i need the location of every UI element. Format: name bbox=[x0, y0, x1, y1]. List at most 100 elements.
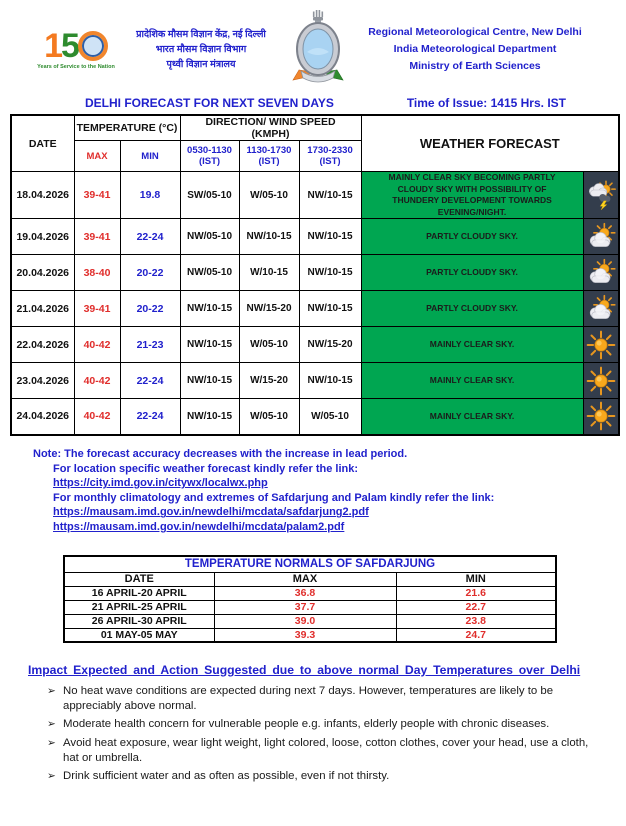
wind-cell: NW/15-20 bbox=[238, 290, 300, 327]
slot3-range: 1730-2330 bbox=[307, 145, 353, 156]
weather-icon-cell bbox=[582, 218, 620, 255]
slot1-range: 0530-1130 bbox=[187, 145, 232, 156]
note-section: Note: The forecast accuracy decreases wi… bbox=[33, 447, 593, 535]
forecast-text-cell: MAINLY CLEAR SKY. bbox=[360, 398, 584, 435]
forecast-row: 21.04.2026 39-41 20-22 NW/10-15 NW/15-20… bbox=[10, 290, 620, 327]
col-header-min: MIN bbox=[119, 140, 181, 172]
weather-icon-cell bbox=[582, 326, 620, 363]
max-temp-cell: 39-41 bbox=[73, 171, 121, 219]
normals-table-title: TEMPERATURE NORMALS OF SAFDARJUNG bbox=[63, 555, 557, 573]
impact-bullet-text: Moderate health concern for vulnerable p… bbox=[63, 718, 550, 731]
weather-icon-cell bbox=[582, 398, 620, 435]
forecast-row: 22.04.2026 40-42 21-23 NW/10-15 W/05-10 … bbox=[10, 326, 620, 363]
date-cell: 23.04.2026 bbox=[10, 362, 75, 399]
link-safdarjung-pdf[interactable]: https://mausam.imd.gov.in/newdelhi/mcdat… bbox=[53, 506, 369, 519]
forecast-text-cell: MAINLY CLEAR SKY. bbox=[360, 362, 584, 399]
page-title: DELHI FORECAST FOR NEXT SEVEN DAYS bbox=[85, 96, 334, 110]
max-temp-cell: 39-41 bbox=[73, 290, 121, 327]
arrow-bullet-icon: ➢ bbox=[47, 718, 56, 731]
col-header-date: DATE bbox=[10, 114, 75, 172]
link-citywx[interactable]: https://city.imd.gov.in/citywx/localwx.p… bbox=[53, 477, 268, 490]
wind-cell: NW/10-15 bbox=[298, 254, 362, 291]
link-palam-pdf[interactable]: https://mausam.imd.gov.in/newdelhi/mcdat… bbox=[53, 520, 345, 533]
sun-cloud-icon bbox=[586, 222, 616, 252]
impact-title: Impact Expected and Action Suggested due… bbox=[28, 663, 581, 677]
date-cell: 22.04.2026 bbox=[10, 326, 75, 363]
wind-header-title: DIRECTION/ WIND SPEED bbox=[205, 116, 336, 128]
org-name-hindi: प्रादेशिक मौसम विज्ञान केंद्र, नई दिल्ली… bbox=[126, 27, 276, 72]
max-temp-cell: 40-42 bbox=[73, 326, 121, 363]
weather-icon-cell bbox=[582, 254, 620, 291]
wind-cell: NW/10-15 bbox=[298, 362, 362, 399]
sun-icon bbox=[586, 401, 616, 431]
impact-bullet: ➢ Avoid heat exposure, wear light weight… bbox=[47, 736, 596, 766]
forecast-row: 18.04.2026 39-41 19.8 SW/05-10 W/05-10 N… bbox=[10, 171, 620, 219]
document-header: 15 Years of Service to the Nation प्रादे… bbox=[30, 6, 596, 92]
normals-max-cell: 39.3 bbox=[213, 627, 397, 643]
wind-cell: NW/10-15 bbox=[179, 326, 240, 363]
impact-bullet-text: Drink sufficient water and as often as p… bbox=[63, 770, 390, 783]
wind-cell: NW/05-10 bbox=[179, 218, 240, 255]
normals-max-cell: 39.0 bbox=[213, 613, 397, 629]
note-label: Note: bbox=[33, 448, 62, 460]
impact-bullet: ➢ Drink sufficient water and as often as… bbox=[47, 769, 596, 784]
note-line-2: For location specific weather forecast k… bbox=[53, 462, 359, 475]
forecast-table: DATE TEMPERATURE (°C) DIRECTION/ WIND SP… bbox=[10, 114, 621, 436]
wind-cell: NW/05-10 bbox=[179, 254, 240, 291]
wind-cell: NW/10-15 bbox=[179, 398, 240, 435]
col-header-weather-forecast: WEATHER FORECAST bbox=[360, 114, 620, 172]
normals-row: 16 APRIL-20 APRIL 36.8 21.6 bbox=[63, 585, 557, 601]
col-header-slot1: 0530-1130 (IST) bbox=[179, 140, 240, 172]
note-text-1: The forecast accuracy decreases with the… bbox=[64, 448, 408, 460]
date-cell: 19.04.2026 bbox=[10, 218, 75, 255]
normals-min-cell: 21.6 bbox=[395, 585, 557, 601]
wind-cell: W/05-10 bbox=[238, 326, 300, 363]
normals-col-max: MAX bbox=[213, 571, 397, 587]
org-english-line3: Ministry of Earth Sciences bbox=[409, 59, 541, 72]
forecast-row: 24.04.2026 40-42 22-24 NW/10-15 W/05-10 … bbox=[10, 398, 620, 435]
org-hindi-line2: भारत मौसम विज्ञान विभाग bbox=[155, 43, 247, 55]
title-bar: DELHI FORECAST FOR NEXT SEVEN DAYS Time … bbox=[0, 96, 626, 110]
max-temp-cell: 40-42 bbox=[73, 398, 121, 435]
forecast-text-cell: PARTLY CLOUDY SKY. bbox=[360, 290, 584, 327]
min-temp-cell: 22-24 bbox=[119, 398, 181, 435]
normals-col-date: DATE bbox=[63, 571, 215, 587]
wind-cell: NW/10-15 bbox=[179, 290, 240, 327]
forecast-row: 19.04.2026 39-41 22-24 NW/05-10 NW/10-15… bbox=[10, 218, 620, 255]
impact-section: Impact Expected and Action Suggested due… bbox=[28, 663, 596, 787]
normals-max-cell: 36.8 bbox=[213, 585, 397, 601]
sun-cloud-lightning-icon bbox=[586, 180, 616, 210]
normals-min-cell: 24.7 bbox=[395, 627, 557, 643]
slot2-range: 1130-1730 bbox=[246, 145, 292, 156]
forecast-text-cell: PARTLY CLOUDY SKY. bbox=[360, 254, 584, 291]
slot1-tz: (IST) bbox=[198, 156, 221, 167]
col-header-slot2: 1130-1730 (IST) bbox=[238, 140, 300, 172]
weather-icon-cell bbox=[582, 362, 620, 399]
slot2-tz: (IST) bbox=[258, 156, 280, 167]
normals-date-cell: 21 APRIL-25 APRIL bbox=[63, 599, 215, 615]
wind-cell: W/05-10 bbox=[298, 398, 362, 435]
forecast-text-cell: PARTLY CLOUDY SKY. bbox=[360, 218, 584, 255]
normals-row: 21 APRIL-25 APRIL 37.7 22.7 bbox=[63, 599, 557, 615]
org-hindi-line1: प्रादेशिक मौसम विज्ञान केंद्र, नई दिल्ली bbox=[136, 28, 266, 40]
col-header-temperature: TEMPERATURE (°C) bbox=[73, 114, 181, 141]
150-logo-tagline: Years of Service to the Nation bbox=[37, 63, 115, 70]
max-temp-cell: 39-41 bbox=[73, 218, 121, 255]
wind-cell: SW/05-10 bbox=[179, 171, 240, 219]
normals-min-cell: 22.7 bbox=[395, 599, 557, 615]
wind-cell: NW/10-15 bbox=[238, 218, 300, 255]
imd-150-years-logo: 15 Years of Service to the Nation bbox=[30, 29, 122, 70]
sun-cloud-icon bbox=[586, 294, 616, 324]
forecast-text-cell: MAINLY CLEAR SKY. bbox=[360, 326, 584, 363]
min-temp-cell: 20-22 bbox=[119, 290, 181, 327]
date-cell: 24.04.2026 bbox=[10, 398, 75, 435]
temperature-normals-table: TEMPERATURE NORMALS OF SAFDARJUNG DATE M… bbox=[63, 555, 557, 643]
max-temp-cell: 38-40 bbox=[73, 254, 121, 291]
note-line-1: Note: The forecast accuracy decreases wi… bbox=[33, 447, 593, 462]
normals-max-cell: 37.7 bbox=[213, 599, 397, 615]
arrow-bullet-icon: ➢ bbox=[47, 736, 56, 749]
date-cell: 18.04.2026 bbox=[10, 171, 75, 219]
time-of-issue: Time of Issue: 1415 Hrs. IST bbox=[406, 96, 566, 110]
forecast-text-cell: MAINLY CLEAR SKY BECOMING PARTLY CLOUDY … bbox=[360, 171, 584, 219]
